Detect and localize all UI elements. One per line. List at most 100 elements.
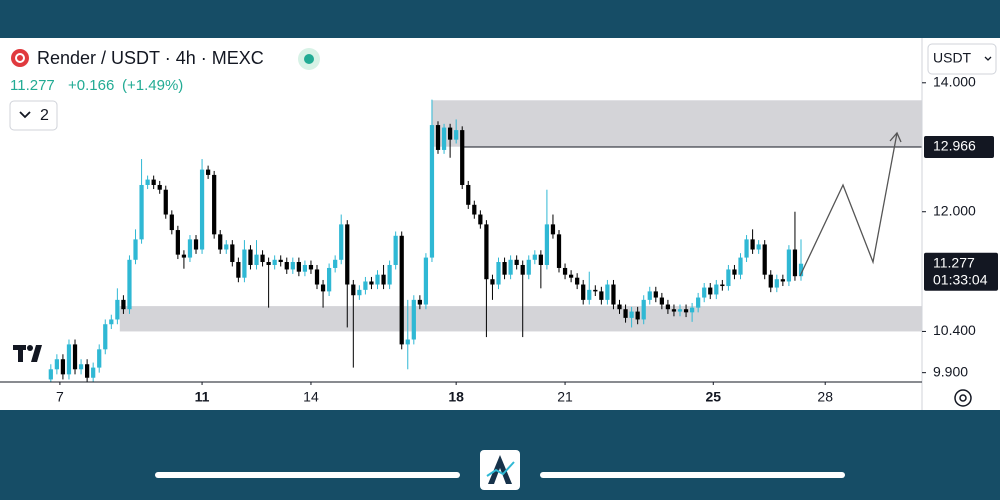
candle-body [671,309,677,312]
countdown-label: 01:33:04 [933,271,988,287]
candle-body [278,259,283,263]
price-change: +0.166 [68,77,114,94]
currency-dropdown[interactable] [927,43,997,75]
candle-body [744,239,749,258]
candle-body [653,291,658,298]
candle-body [151,179,156,185]
candle-body [212,174,217,235]
candle-body [314,269,320,285]
candle-body [345,224,350,285]
y-tick-label: 9.900 [933,363,968,379]
indicator-toggle[interactable] [9,100,58,131]
candle-body [532,254,537,260]
candle-body [726,269,731,287]
candle-body [750,239,755,250]
candle-body [798,263,804,277]
candle-body [411,299,416,340]
bottom-bar [0,410,1000,500]
candle-body [254,254,259,265]
candle-body [696,297,701,308]
y-tick-label: 10.400 [933,322,976,338]
candle-body [683,309,689,313]
candle-body [677,309,683,312]
candle-body [490,279,495,285]
candle-body [139,184,144,240]
candle-body [85,364,90,378]
candle-body [230,244,235,263]
candle-body [484,224,489,280]
y-tick-label: 12.000 [933,202,976,218]
candle-body [738,257,743,275]
arrow-head [889,131,902,143]
candle-body [792,249,798,277]
candle-body [399,235,404,345]
candle-body [460,130,465,185]
candle-body [708,287,713,295]
top-bar [0,0,1000,38]
candle-body [611,284,616,305]
currency-label: USDT [933,50,972,66]
candle-body [447,127,453,140]
candle-body [575,277,580,285]
candle-body [508,259,513,275]
candle-body [472,204,477,215]
candle-body [205,169,211,175]
symbol-icon-ring [15,53,25,63]
candle-body [218,234,223,250]
settings-icon[interactable] [954,389,972,407]
candle-body [175,230,180,255]
candle-body [224,244,229,250]
candle-body [623,309,628,318]
candle-body [363,281,368,290]
tradingview-logo [13,345,42,362]
candle-body [665,304,671,310]
last-price: 11.277 [10,77,55,94]
candle-body [454,130,459,140]
candle-body [659,297,664,305]
chart-area [0,38,1000,410]
candle-body [562,267,568,275]
candle-body [514,259,519,265]
y-tick-label: 14.000 [933,73,976,89]
candle-body [72,344,78,370]
candle-body [199,169,205,250]
indicator-count: 2 [40,107,49,124]
candle-body [702,287,707,298]
zone [119,306,922,332]
candle-body [568,274,574,278]
status-dot [304,54,314,64]
symbol-icon [11,49,29,67]
candle-body [115,299,120,320]
candle-body [339,224,344,260]
candle-body [520,264,525,275]
candle-body [762,244,767,275]
candle-body [97,349,102,368]
candle-body [581,284,586,300]
divider-left [155,472,460,478]
candle-body [302,264,308,272]
candle-body [635,311,640,320]
header: Render / USDT · 4h · MEXC 11.277 +0.166 … [9,48,320,131]
candle-body [48,369,53,380]
candle-body [599,291,604,300]
candle-body [169,214,174,231]
candle-body [466,184,471,205]
candle-body [133,239,138,260]
candle-body [109,319,114,325]
plot [48,99,922,382]
candle-body [629,311,634,318]
candle-body [375,274,380,285]
candle-body [91,367,96,378]
x-tick-label: 18 [448,389,464,405]
candle-body [157,184,162,190]
candle-body [284,262,289,270]
x-tick-label: 28 [817,389,833,405]
candle-body [308,264,314,270]
candle-body [544,224,550,265]
candle-body [193,239,199,250]
candle-body [435,125,441,150]
projection-arrow [799,132,898,277]
divider-right [540,472,845,478]
chevron-icon [19,111,31,119]
